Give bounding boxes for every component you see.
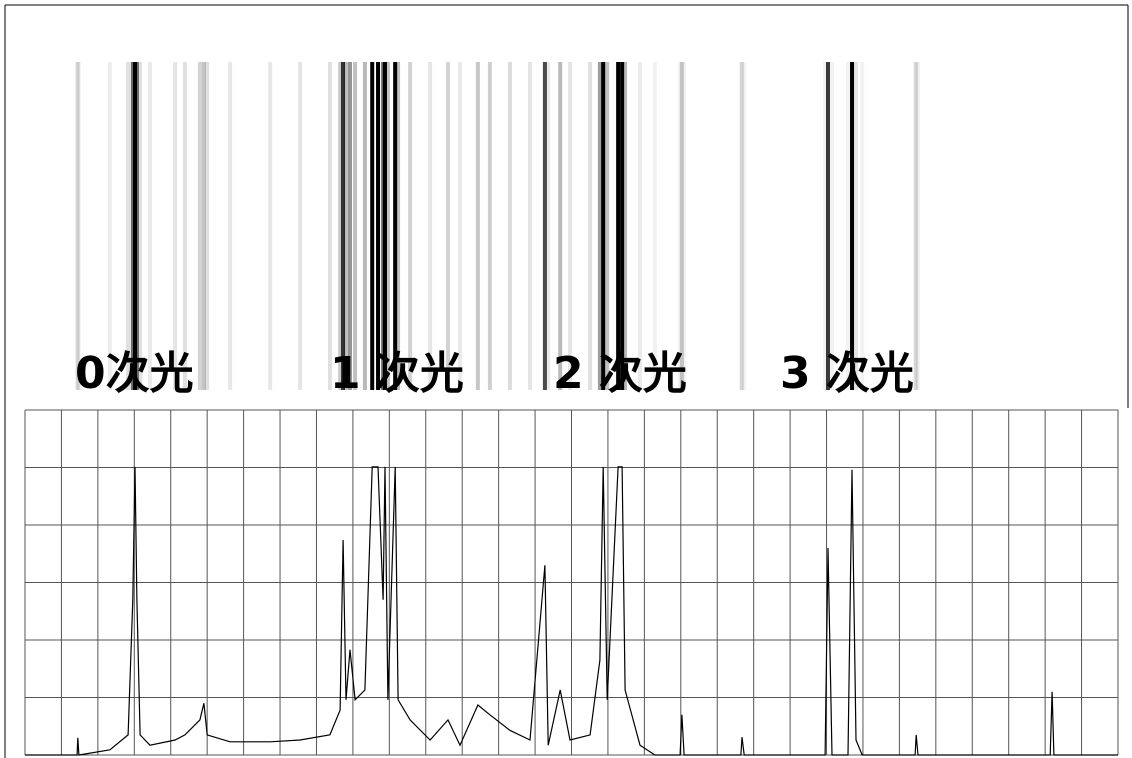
spectrum-stripe <box>201 62 206 390</box>
spectrum-stripe <box>914 62 919 390</box>
spectrum-stripe <box>527 62 532 390</box>
order-label: 2 次光 <box>553 348 687 399</box>
spectrum-stripe <box>475 62 480 390</box>
spectrum-stripe <box>825 62 830 390</box>
spectrum-stripe <box>130 62 135 390</box>
spectrum-stripe <box>134 62 139 390</box>
graph-grid <box>24 409 1119 756</box>
spectrum-stripe <box>147 62 152 390</box>
spectrum-stripe <box>458 62 463 390</box>
spectrum-stripe <box>558 62 563 390</box>
order-label: 0次光 <box>75 348 194 399</box>
spectrum-stripe <box>652 62 657 390</box>
spectrum-stripe <box>75 62 80 390</box>
spectrum-stripe <box>75 62 80 390</box>
order-label: 3 次光 <box>780 348 914 399</box>
spectrum-stripe <box>298 62 303 390</box>
spectrum-stripe <box>347 62 352 390</box>
spectrum-stripe <box>341 62 346 390</box>
spectrum-stripe <box>107 62 112 390</box>
spectrum-stripe <box>588 62 593 390</box>
spectrum-stripe <box>829 62 834 390</box>
spectrum-stripe <box>850 62 855 390</box>
spectrum-stripe <box>228 62 233 390</box>
spectrum-stripe <box>396 62 401 390</box>
spectrum-stripe <box>623 62 628 390</box>
spectrum-stripe <box>393 62 398 390</box>
spectrum-stripe <box>182 62 187 390</box>
spectrum-stripe <box>353 62 358 390</box>
spectrum-stripe <box>823 62 828 390</box>
spectrum-stripe <box>138 62 143 390</box>
spectrum-stripe <box>382 62 387 390</box>
spectrum-stripe <box>616 62 621 390</box>
spectrum-stripe <box>740 62 745 390</box>
spectrum-background <box>75 62 1047 390</box>
spectrum-stripe <box>682 62 687 390</box>
spectrum-stripe <box>197 62 202 390</box>
spectrum-stripe <box>742 62 747 390</box>
spectrum-stripe <box>385 62 390 390</box>
spectrum-stripe <box>268 62 273 390</box>
spectrum-stripe <box>362 62 367 390</box>
spectrum-stripe <box>597 62 602 390</box>
spectrum-stripe <box>913 62 918 390</box>
spectrum-stripe <box>546 62 551 390</box>
spectrum-image <box>75 62 1047 390</box>
spectrum-stripe <box>445 62 450 390</box>
spectrum-stripe <box>408 62 413 390</box>
spectrum-stripe <box>205 62 210 390</box>
spectrum-stripe <box>428 62 433 390</box>
spectrum-stripe <box>370 62 375 390</box>
spectrum-stripe <box>679 62 684 390</box>
order-label: 1 次光 <box>330 348 464 399</box>
spectrum-stripe <box>601 62 606 390</box>
spectrum-stripe <box>846 62 851 390</box>
spectrum-stripe <box>542 62 547 390</box>
spectrum-stripe <box>915 62 920 390</box>
spectrum-stripe <box>338 62 343 390</box>
spectrum-stripe <box>507 62 512 390</box>
spectrum-stripe <box>487 62 492 390</box>
spectrum-stripe <box>568 62 573 390</box>
spectrum-stripe <box>854 62 859 390</box>
spectrum-stripe <box>376 62 381 390</box>
spectrum-stripe <box>605 62 610 390</box>
spectrum-stripe <box>860 62 865 390</box>
spectrum-stripe <box>620 62 625 390</box>
spectrum-curve <box>25 466 1118 756</box>
spectrum-stripe <box>678 62 683 390</box>
spectrum-stripe <box>126 62 131 390</box>
spectrum-stripe <box>327 62 332 390</box>
spectrum-stripe <box>173 62 178 390</box>
spectrum-stripe <box>637 62 642 390</box>
spectrum-stripe <box>343 62 348 390</box>
spectrum-stripe <box>76 62 81 390</box>
spectrum-stripe <box>738 62 743 390</box>
